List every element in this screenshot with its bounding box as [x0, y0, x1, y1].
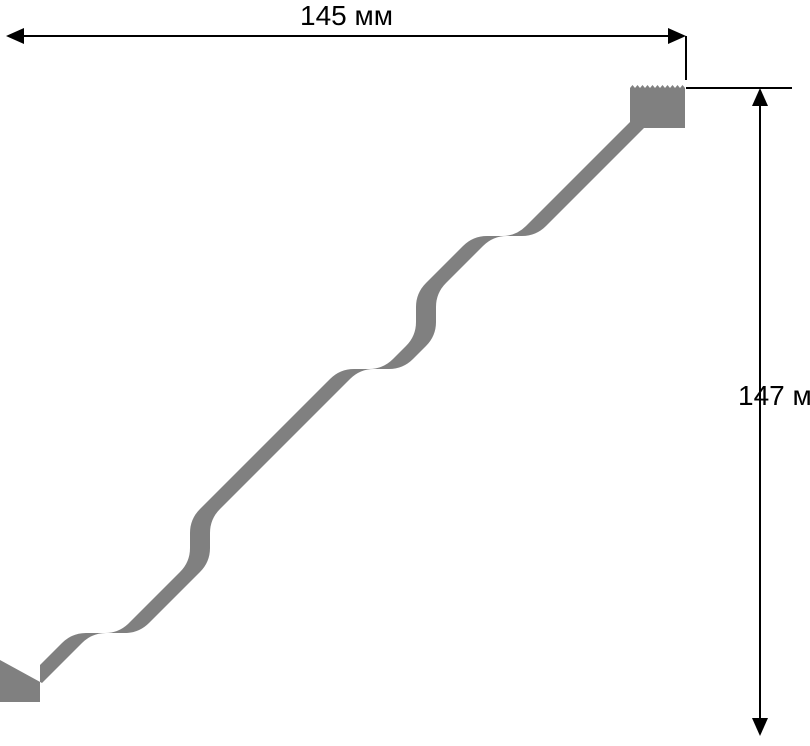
profile-top-serration	[630, 85, 685, 88]
profile-cross-section	[0, 88, 685, 702]
dimension-horizontal-label: 145 мм	[300, 0, 393, 32]
diagram-stage: 145 мм 147 мм	[0, 0, 810, 746]
diagram-svg	[0, 0, 810, 746]
dimension-vertical	[686, 88, 792, 736]
dimension-vertical-label: 147 мм	[738, 380, 810, 412]
dimension-horizontal	[6, 28, 686, 80]
